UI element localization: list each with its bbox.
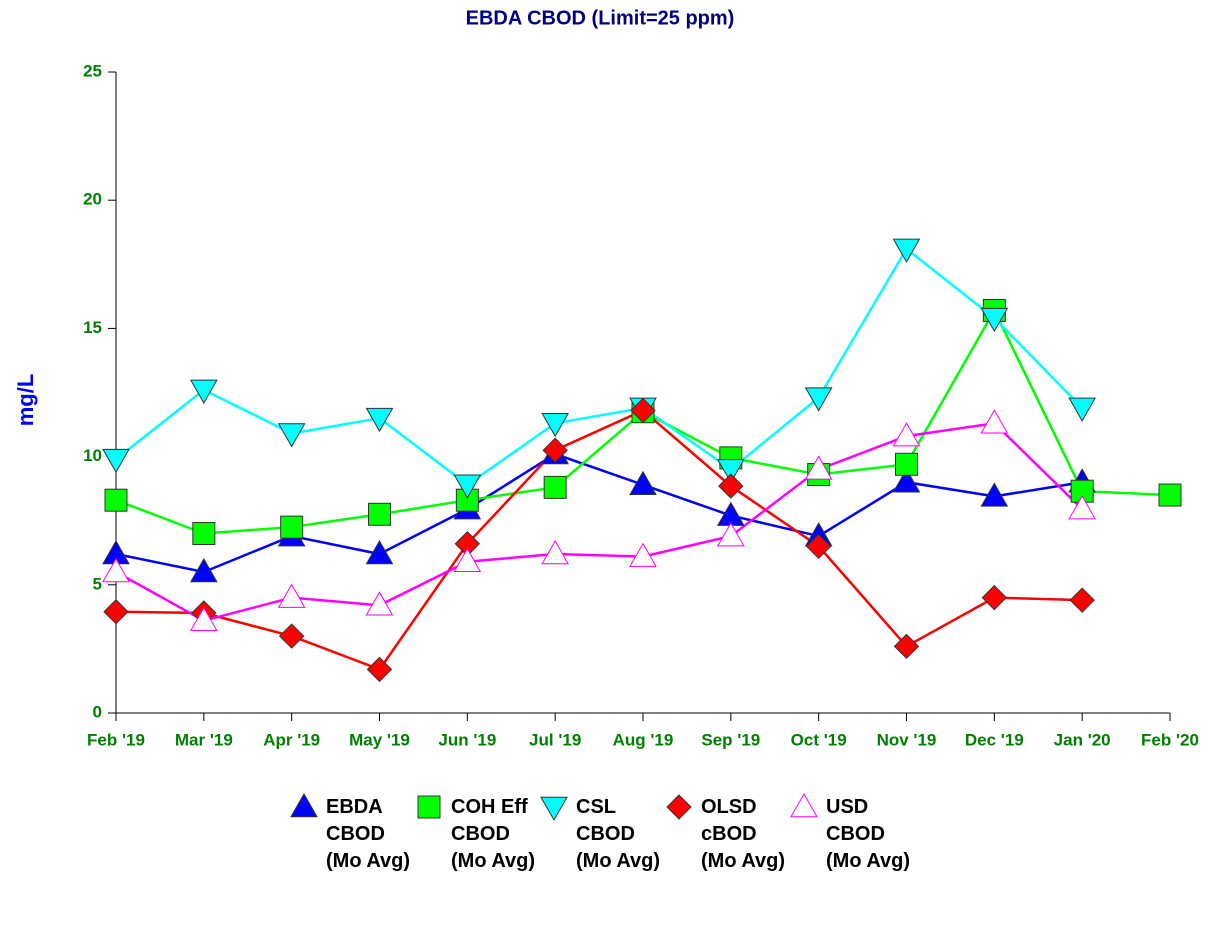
- data-point: [192, 522, 216, 546]
- x-tick-label: Oct '19: [791, 730, 847, 749]
- data-point: [804, 455, 833, 480]
- data-point: [892, 422, 921, 447]
- chart-title: EBDA CBOD (Limit=25 ppm): [466, 7, 735, 29]
- data-point: [541, 413, 570, 438]
- data-point: [453, 547, 482, 572]
- legend-marker: [790, 792, 818, 818]
- y-tick-label: 20: [83, 190, 102, 209]
- legend-label: COH Eff CBOD (Mo Avg): [451, 796, 536, 872]
- x-tick-label: May '19: [349, 730, 410, 749]
- x-tick-label: Jan '20: [1054, 730, 1111, 749]
- data-point: [893, 633, 920, 660]
- data-point: [365, 540, 394, 565]
- legend-label: USD CBOD (Mo Avg): [826, 796, 911, 872]
- x-tick-label: Jun '19: [438, 730, 496, 749]
- data-point: [453, 474, 482, 499]
- data-point: [280, 515, 304, 539]
- data-point: [189, 379, 218, 404]
- x-tick-label: Jul '19: [529, 730, 581, 749]
- x-tick-label: Apr '19: [263, 730, 320, 749]
- x-tick-label: Sep '19: [701, 730, 760, 749]
- data-point: [630, 397, 656, 424]
- y-tick-label: 25: [83, 61, 102, 80]
- data-point: [277, 583, 306, 608]
- y-tick-label: 15: [83, 318, 102, 337]
- y-tick-label: 5: [93, 574, 102, 593]
- data-point: [103, 599, 129, 625]
- data-point: [368, 502, 391, 526]
- data-point: [716, 522, 745, 547]
- data-point: [892, 238, 921, 263]
- legend-label: OLSD cBOD (Mo Avg): [701, 796, 786, 872]
- legend-marker: [290, 792, 318, 818]
- data-point: [102, 557, 130, 583]
- series-line: [115, 247, 1084, 487]
- data-point: [716, 501, 745, 526]
- x-tick-label: Dec '19: [965, 730, 1024, 749]
- y-tick-label: 10: [83, 446, 102, 465]
- x-tick-label: Nov '19: [877, 730, 937, 749]
- legend-marker: [417, 795, 441, 819]
- data-point: [981, 584, 1008, 611]
- x-tick-label: Mar '19: [175, 730, 233, 749]
- data-point: [104, 488, 128, 512]
- legend-marker: [666, 794, 692, 820]
- series-line: [115, 408, 1083, 671]
- data-point: [980, 409, 1009, 434]
- data-point: [189, 606, 218, 631]
- data-point: [1069, 587, 1095, 613]
- data-point: [1158, 483, 1182, 507]
- series-line: [115, 452, 1083, 574]
- series-line: [115, 421, 1084, 623]
- legend-marker: [540, 796, 568, 822]
- data-point: [629, 470, 657, 496]
- data-point: [365, 407, 394, 433]
- data-point: [277, 423, 306, 448]
- data-point: [629, 542, 657, 567]
- data-point: [805, 533, 832, 560]
- y-tick-label: 0: [93, 702, 102, 721]
- legend-label: CSL CBOD (Mo Avg): [576, 796, 661, 872]
- data-point: [980, 307, 1009, 333]
- data-point: [542, 437, 568, 463]
- x-tick-label: Feb '19: [87, 730, 145, 749]
- data-point: [189, 557, 218, 583]
- data-point: [718, 473, 744, 499]
- data-point: [541, 540, 570, 565]
- data-point: [366, 656, 393, 683]
- data-point: [804, 387, 833, 412]
- data-point: [102, 448, 130, 474]
- data-point: [892, 468, 921, 493]
- data-point: [365, 591, 394, 616]
- data-point: [278, 623, 305, 649]
- data-point: [543, 475, 567, 499]
- x-tick-label: Aug '19: [613, 730, 674, 749]
- data-point: [1068, 495, 1097, 520]
- data-point: [895, 452, 918, 476]
- x-tick-label: Feb '20: [1141, 730, 1199, 749]
- data-point: [980, 482, 1009, 507]
- data-point: [716, 459, 745, 484]
- data-point: [1068, 397, 1097, 422]
- legend-label: EBDA CBOD (Mo Avg): [326, 796, 411, 872]
- y-axis-label: mg/L: [13, 374, 38, 427]
